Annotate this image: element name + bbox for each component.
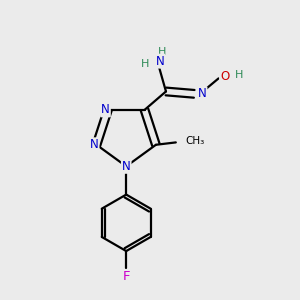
Text: N: N — [90, 138, 98, 151]
Text: H: H — [158, 46, 166, 57]
Text: N: N — [122, 160, 130, 173]
Text: H: H — [141, 59, 149, 69]
Text: N: N — [198, 87, 206, 100]
Text: H: H — [235, 70, 243, 80]
Text: F: F — [122, 270, 130, 283]
Text: N: N — [101, 103, 110, 116]
Text: CH₃: CH₃ — [186, 136, 205, 146]
Text: N: N — [156, 55, 164, 68]
Text: O: O — [220, 70, 229, 83]
